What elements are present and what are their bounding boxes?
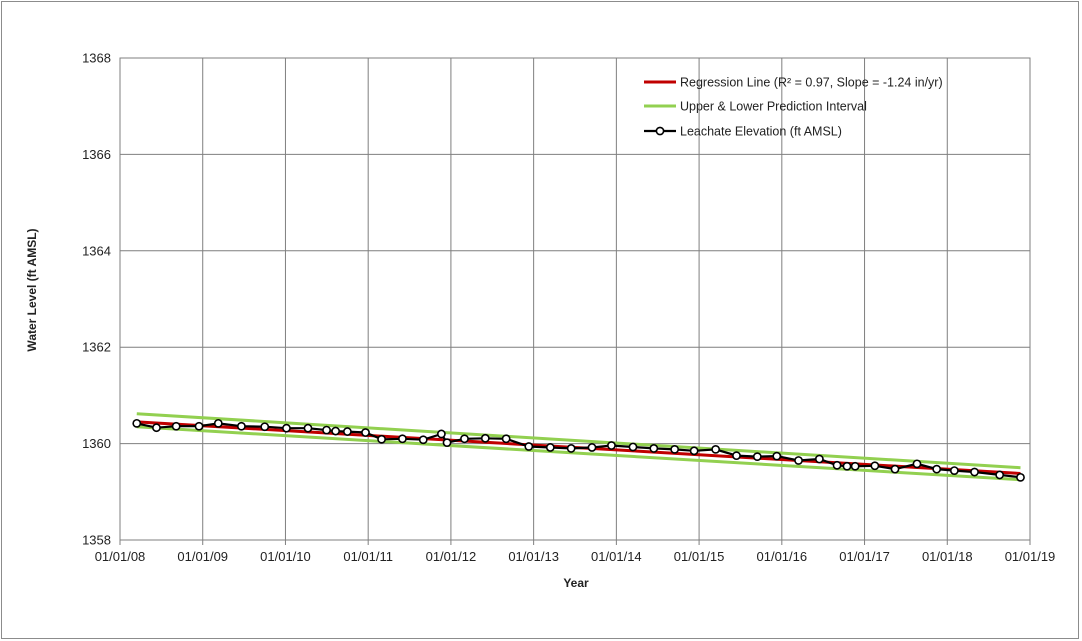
- leachate-elevation-point: [260, 422, 270, 432]
- x-tick-label: 01/01/15: [674, 549, 725, 564]
- leachate-elevation-point: [442, 438, 452, 448]
- y-axis-title: Water Level (ft AMSL): [25, 228, 39, 351]
- leachate-elevation-point: [949, 466, 959, 475]
- leachate-elevation-point: [361, 428, 370, 437]
- leachate-elevation-point: [587, 443, 597, 452]
- x-tick-label: 01/01/08: [95, 549, 146, 564]
- leachate-elevation-point: [752, 452, 762, 462]
- leachate-elevation-point: [842, 461, 852, 471]
- leachate-elevation-point: [342, 427, 352, 436]
- leachate-elevation-point: [377, 434, 386, 444]
- leachate-elevation-point: [689, 446, 699, 456]
- x-tick-label: 01/01/09: [177, 549, 228, 564]
- leachate-elevation-point: [850, 461, 860, 471]
- leachate-elevation-point: [711, 444, 721, 454]
- leachate-elevation-point: [213, 418, 223, 428]
- leachate-elevation-point: [132, 418, 142, 428]
- points-layer: [132, 418, 1025, 482]
- legend-label: Regression Line (R² = 0.97, Slope = -1.2…: [680, 76, 943, 90]
- x-tick-label: 01/01/11: [343, 549, 393, 564]
- leachate-elevation-point: [282, 423, 291, 433]
- leachate-elevation-point: [670, 444, 680, 454]
- x-axis-ticks: 01/01/08 01/01/09 01/01/10 01/01/11 01/01/12…: [95, 549, 1056, 564]
- leachate-elevation-point: [331, 426, 341, 436]
- leachate-elevation-point: [995, 470, 1005, 480]
- x-tick-label: 01/01/19: [1005, 549, 1056, 564]
- x-axis-title: Year: [563, 576, 589, 590]
- leachate-elevation-point: [732, 451, 741, 461]
- plot-border: [119, 57, 1031, 541]
- y-tick-label: 1364: [82, 243, 111, 258]
- leachate-elevation-point: [970, 467, 979, 477]
- x-tick-label: 01/01/12: [426, 549, 477, 564]
- series-layer: [136, 412, 1021, 482]
- leachate-elevation-point: [912, 459, 922, 469]
- plot-area: [119, 57, 1031, 541]
- leachate-elevation-point: [794, 456, 803, 465]
- y-tick-label: 1362: [82, 340, 111, 355]
- y-tick-label: 1368: [82, 51, 111, 66]
- prediction-lower-line: [136, 425, 1021, 482]
- legend: Regression Line (R² = 0.97, Slope = -1.2…: [644, 76, 943, 139]
- leachate-elevation-point: [418, 435, 428, 445]
- leachate-elevation-point: [171, 421, 181, 431]
- x-tick-label: 01/01/13: [508, 549, 559, 564]
- prediction-upper-line: [136, 412, 1021, 470]
- leachate-elevation-point: [460, 434, 469, 444]
- y-axis-ticks: 1358 1360 1362 1364 1366 1368: [82, 51, 111, 548]
- leachate-elevation-point: [501, 434, 511, 444]
- leachate-elevation-point: [832, 460, 842, 470]
- x-tick-label: 01/01/18: [922, 549, 973, 564]
- leachate-elevation-point: [1016, 472, 1025, 482]
- leachate-elevation-point: [870, 461, 880, 471]
- leachate-elevation-point: [398, 434, 407, 444]
- y-tick-label: 1366: [82, 147, 111, 162]
- leachate-elevation-point: [436, 429, 446, 439]
- y-tick-label: 1358: [82, 533, 111, 548]
- x-tick-label: 01/01/10: [260, 549, 311, 564]
- leachate-elevation-point: [607, 441, 616, 450]
- leachate-elevation-point: [566, 444, 576, 453]
- x-tick-label: 01/01/16: [757, 549, 808, 564]
- leachate-elevation-point: [649, 444, 659, 453]
- leachate-elevation-point: [890, 464, 900, 474]
- legend-label: Leachate Elevation (ft AMSL): [680, 125, 842, 139]
- leachate-elevation-point: [814, 454, 824, 464]
- leachate-elevation-point: [194, 421, 204, 431]
- leachate-elevation-point: [524, 442, 534, 451]
- leachate-elevation-line: [136, 422, 1021, 479]
- leachate-elevation-point: [545, 443, 555, 452]
- legend-label: Upper & Lower Prediction Interval: [680, 100, 867, 114]
- legend-swatch-observed-marker: [655, 126, 665, 136]
- leachate-elevation-point: [303, 423, 313, 433]
- x-tick-label: 01/01/14: [591, 549, 642, 564]
- x-tick-label: 01/01/17: [839, 549, 890, 564]
- y-tick-label: 1360: [82, 436, 111, 451]
- leachate-elevation-point: [322, 425, 331, 435]
- leachate-elevation-point: [236, 421, 246, 431]
- leachate-elevation-point: [152, 423, 161, 433]
- leachate-elevation-point: [480, 433, 490, 443]
- leachate-elevation-point: [772, 451, 782, 461]
- leachate-elevation-point: [628, 442, 638, 452]
- leachate-elevation-point: [932, 464, 942, 474]
